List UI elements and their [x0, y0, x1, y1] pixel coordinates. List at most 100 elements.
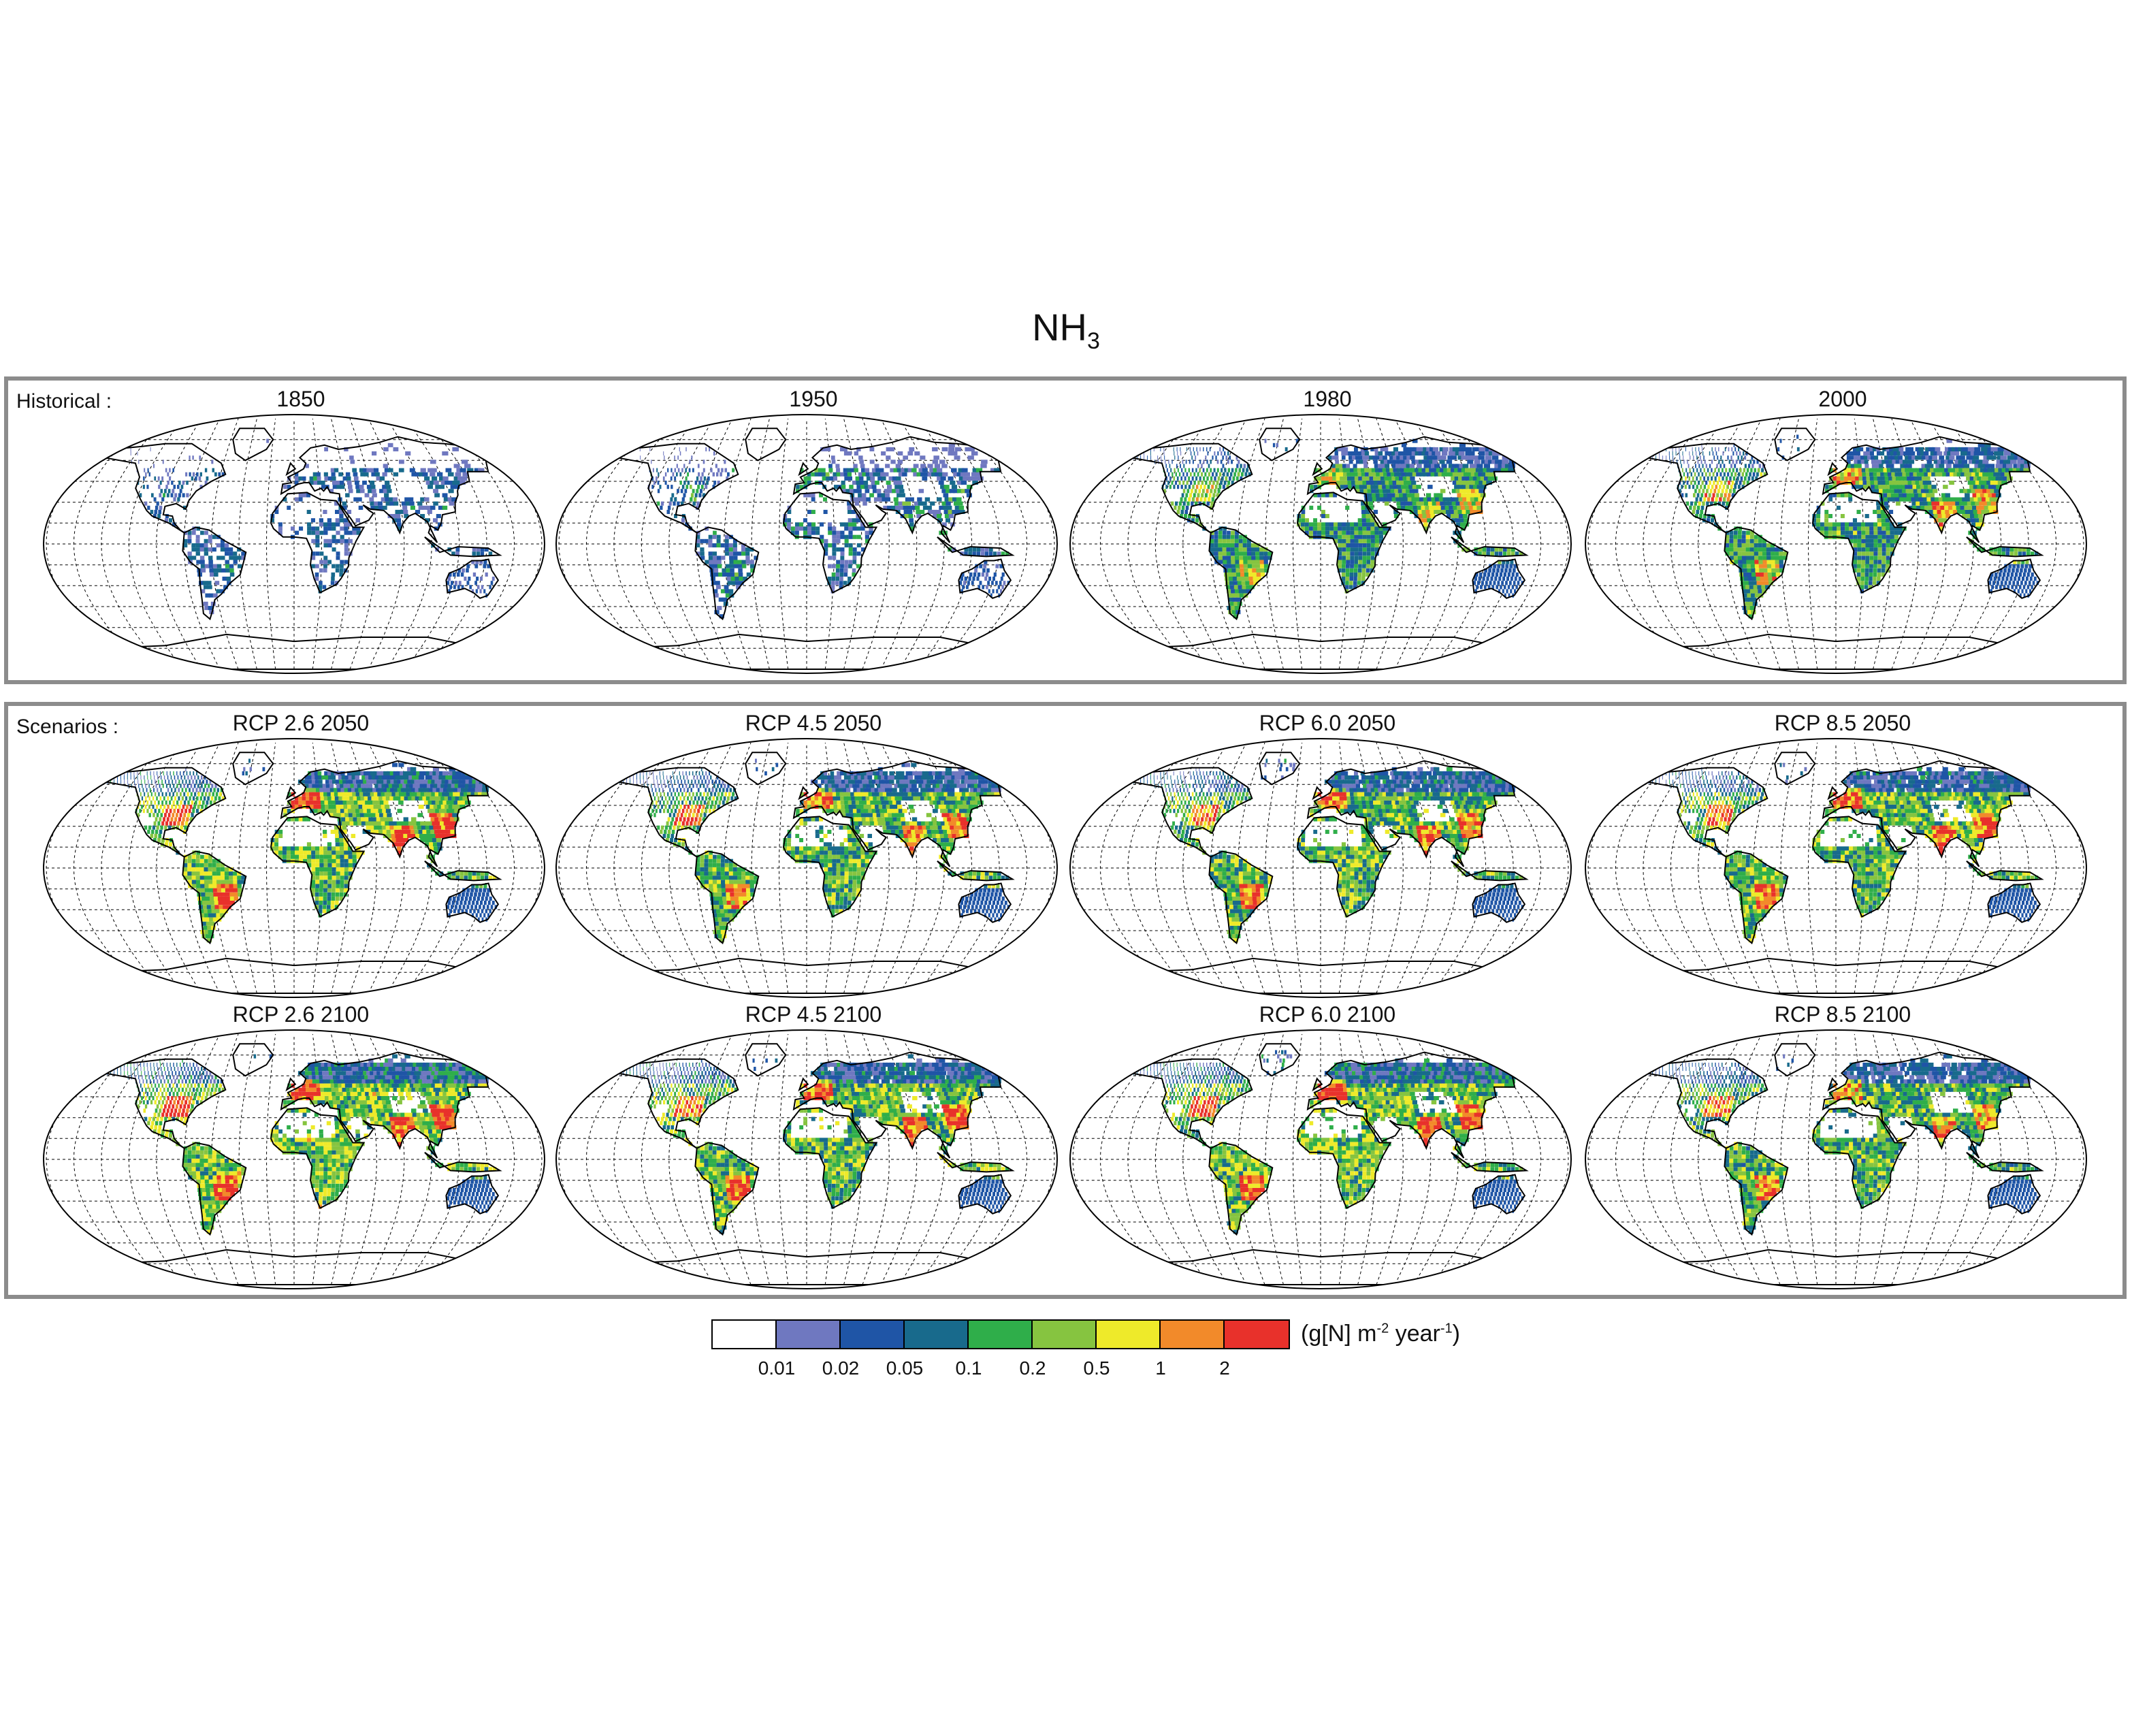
- emission-cells: [107, 758, 500, 943]
- unit-mid: year: [1389, 1321, 1440, 1347]
- coastlines: [1645, 1043, 2044, 1285]
- coastlines: [615, 428, 1015, 670]
- map-border: [1585, 1029, 2087, 1289]
- panel-title: RCP 2.6 2050: [232, 711, 370, 735]
- map-panel-rcp85_2050: RCP 8.5 2050: [1584, 711, 2101, 1003]
- map-panel-rcp26_2100: RCP 2.6 2100: [42, 1002, 560, 1295]
- panel-title: RCP 4.5 2100: [745, 1002, 882, 1027]
- world-map: [555, 414, 1058, 674]
- scenarios-label: Scenarios :: [16, 716, 119, 738]
- unit-exponent-1: -2: [1376, 1321, 1389, 1336]
- world-map: [1069, 1029, 1572, 1289]
- colorbar-tick-label: 0.01: [758, 1357, 796, 1379]
- panel-title: RCP 8.5 2100: [1774, 1002, 1911, 1027]
- world-map: [1585, 414, 2087, 674]
- colorbar-swatch: [713, 1321, 777, 1348]
- historical-label: Historical :: [16, 390, 112, 413]
- colorbar-tick-label: 0.1: [955, 1357, 982, 1379]
- panel-title: 2000: [1818, 387, 1867, 411]
- panel-title: RCP 6.0 2100: [1259, 1002, 1396, 1027]
- world-map: [43, 414, 545, 674]
- map-panel-p2000: 2000: [1584, 387, 2101, 679]
- coastlines: [1129, 428, 1529, 670]
- colorbar-tick-label: 2: [1219, 1357, 1230, 1379]
- map-border: [1585, 414, 2087, 674]
- panel-title: 1950: [789, 387, 838, 411]
- coastlines: [1645, 752, 2044, 994]
- colorbar-tick-label: 0.2: [1019, 1357, 1046, 1379]
- unit-base: (g[N] m: [1301, 1321, 1377, 1347]
- colorbar-tick-label: 0.05: [886, 1357, 924, 1379]
- colorbar-swatch: [1161, 1321, 1225, 1348]
- world-map: [555, 738, 1058, 998]
- map-panel-rcp60_2100: RCP 6.0 2100: [1069, 1002, 1586, 1295]
- emission-cells: [1649, 1054, 2042, 1234]
- emission-cells: [1133, 438, 1527, 619]
- map-panel-rcp26_2050: RCP 2.6 2050: [42, 711, 560, 1003]
- colorbar-tick-label: 0.02: [822, 1357, 860, 1379]
- graticule: [558, 418, 1055, 670]
- map-panel-rcp45_2100: RCP 4.5 2100: [555, 1002, 1072, 1295]
- world-map: [1069, 414, 1572, 674]
- colorbar-legend: 0.01 0.02 0.05 0.1 0.2 0.5 1 2 (g[N] m-2 year-1…: [711, 1319, 1528, 1394]
- colorbar-swatch: [905, 1321, 969, 1348]
- colorbar-unit: (g[N] m-2 year-1): [1301, 1321, 1460, 1347]
- map-panel-p1850: 1850: [42, 387, 560, 679]
- coastlines: [103, 752, 502, 994]
- map-panel-rcp45_2050: RCP 4.5 2050: [555, 711, 1072, 1003]
- map-panel-p1980: 1980: [1069, 387, 1586, 679]
- emission-cells: [1133, 1050, 1527, 1234]
- colorbar-swatch: [841, 1321, 905, 1348]
- colorbar-swatch: [1225, 1321, 1289, 1348]
- colorbar-swatch: [1033, 1321, 1097, 1348]
- map-panel-p1950: 1950: [555, 387, 1072, 679]
- map-border: [43, 1029, 545, 1289]
- colorbar-swatch: [1097, 1321, 1161, 1348]
- colorbar: [711, 1319, 1290, 1349]
- emission-cells: [107, 1054, 500, 1234]
- panel-title: 1980: [1303, 387, 1352, 411]
- title-subscript: 3: [1086, 328, 1100, 355]
- map-border: [1069, 1029, 1572, 1289]
- world-map: [43, 1029, 545, 1289]
- world-map: [1069, 738, 1572, 998]
- panel-title: RCP 4.5 2050: [745, 711, 882, 735]
- map-border: [1069, 738, 1572, 998]
- coastlines: [615, 1043, 1015, 1285]
- panel-title: RCP 6.0 2050: [1259, 711, 1396, 735]
- map-panel-rcp60_2050: RCP 6.0 2050: [1069, 711, 1586, 1003]
- emission-cells: [619, 1054, 1013, 1234]
- coastlines: [1129, 1043, 1529, 1285]
- map-border: [43, 738, 545, 998]
- coastlines: [103, 1043, 502, 1285]
- world-map: [1585, 738, 2087, 998]
- title-main: NH: [1032, 306, 1087, 349]
- unit-exponent-2: -1: [1440, 1321, 1453, 1336]
- colorbar-swatch: [777, 1321, 841, 1348]
- panel-title: RCP 2.6 2100: [232, 1002, 370, 1027]
- map-border: [555, 414, 1058, 674]
- coastlines: [615, 752, 1015, 994]
- map-border: [1069, 414, 1572, 674]
- figure-title: NH3: [0, 305, 2132, 355]
- unit-end: ): [1452, 1321, 1460, 1347]
- coastlines: [1129, 752, 1529, 994]
- map-border: [555, 1029, 1058, 1289]
- panel-title: RCP 8.5 2050: [1774, 711, 1911, 735]
- map-panel-rcp85_2100: RCP 8.5 2100: [1584, 1002, 2101, 1295]
- colorbar-swatch: [969, 1321, 1033, 1348]
- colorbar-tick-label: 0.5: [1083, 1357, 1110, 1379]
- emission-cells: [1649, 762, 2039, 943]
- graticule: [1072, 1033, 1569, 1285]
- emission-cells: [1133, 758, 1527, 943]
- emission-cells: [633, 443, 1010, 619]
- map-border: [555, 738, 1058, 998]
- map-border: [1585, 738, 2087, 998]
- coastlines: [103, 428, 502, 670]
- graticule: [46, 418, 543, 670]
- map-border: [43, 414, 545, 674]
- colorbar-tick-label: 1: [1155, 1357, 1166, 1379]
- panel-title: 1850: [276, 387, 325, 411]
- emission-cells: [619, 758, 1013, 943]
- coastlines: [1645, 428, 2044, 670]
